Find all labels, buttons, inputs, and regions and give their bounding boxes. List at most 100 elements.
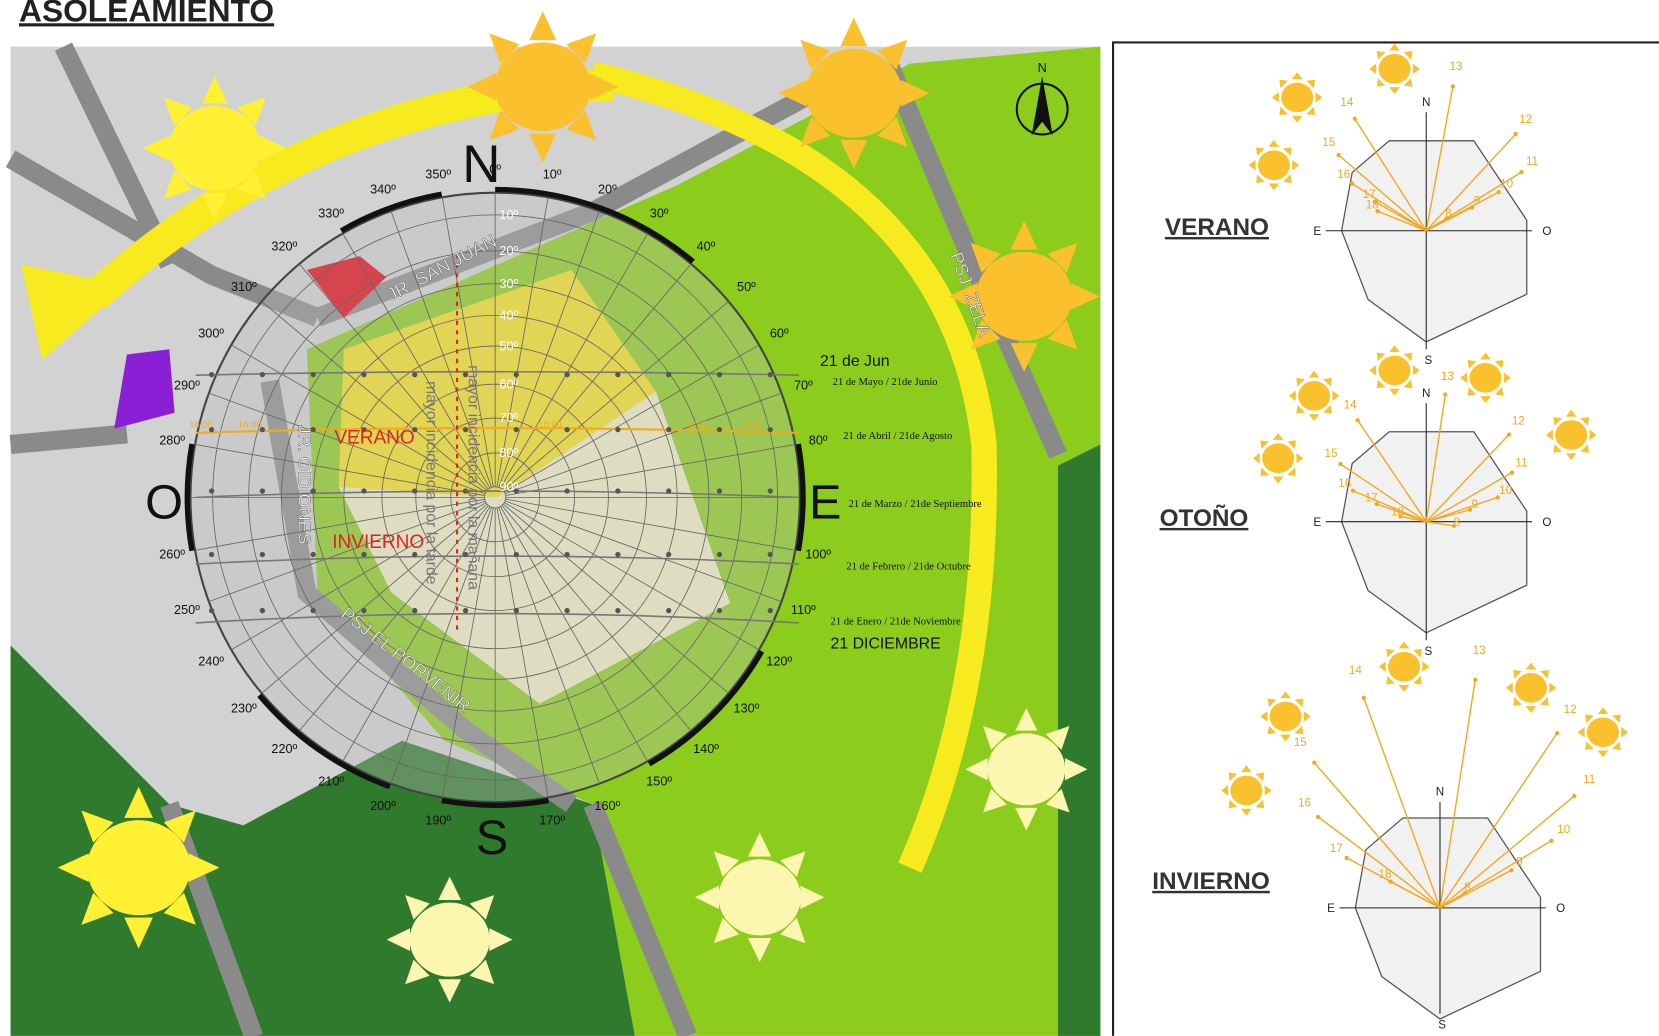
hour-label: 14 (1344, 398, 1357, 411)
azimuth-line (502, 301, 729, 491)
hour-label: 9 (1516, 856, 1522, 869)
sun-ray (438, 979, 462, 1003)
sun-ray (489, 33, 520, 64)
sun-arc (589, 61, 997, 873)
hour-dot (208, 427, 215, 433)
hour-dot (615, 488, 621, 494)
sun-ray (1540, 697, 1549, 706)
azimuth-line (504, 392, 782, 495)
sun-ray (1585, 741, 1594, 751)
azimuth-line (231, 502, 487, 651)
sun-ray (1580, 444, 1589, 453)
hour-dot (564, 427, 570, 433)
azimuth-label: 220º (271, 742, 297, 756)
sun-disc (1378, 54, 1411, 84)
sun-ray (1015, 708, 1038, 731)
azimuth-line (505, 444, 796, 496)
azimuth-line (500, 233, 648, 489)
sun-ray (1256, 147, 1265, 156)
building (114, 349, 175, 429)
azimuth-label: 290º (174, 378, 200, 392)
outer-arc (795, 443, 806, 552)
hour-dot (310, 488, 316, 494)
sun-ray-line (1390, 881, 1441, 909)
sun-ray (1248, 159, 1256, 171)
date-label: 21 de Febrero / 21de Octubre (846, 561, 971, 572)
ray-end (1444, 216, 1449, 221)
hour-dot (615, 607, 621, 614)
ray-end (1374, 501, 1379, 507)
sun-ray-line (1377, 210, 1427, 232)
ray-end (1572, 793, 1577, 799)
sun-ray (1294, 725, 1304, 735)
altitude-label: 50º (499, 339, 518, 353)
ray-end (1519, 170, 1524, 175)
sun-ray-line (1352, 490, 1427, 523)
sun-ray (1288, 390, 1296, 402)
hour-dot (361, 551, 367, 558)
sun-ray-line (1426, 509, 1471, 523)
hour-label: 8:00 (744, 420, 763, 431)
sun-ray (1315, 92, 1323, 103)
hour-label: 11 (1583, 773, 1595, 786)
sun-ray (840, 17, 868, 47)
outer-arc (495, 186, 695, 264)
azimuth-label: 130º (734, 701, 760, 715)
sun-ray-line (1439, 892, 1466, 909)
sun-ray (1413, 675, 1422, 685)
sun-path-line (195, 427, 799, 434)
sun-ray-line (1374, 201, 1427, 232)
azimuth-line (261, 301, 488, 491)
sun-ray (1264, 785, 1272, 796)
sun-ray (489, 110, 520, 141)
hour-dot (513, 607, 519, 614)
winter-zone (338, 391, 731, 704)
sun-ray (1306, 79, 1315, 89)
season-panel: INVIERNO N S E O 13 14 12 15 11 16 10 17 9 18 8 (1152, 641, 1629, 1032)
hour-dot (767, 551, 773, 558)
hour-label: 18 (1379, 868, 1392, 881)
outer-arc (184, 443, 195, 552)
hour-dot (259, 488, 266, 494)
hour-label: 16 (1298, 796, 1311, 809)
sun-disc (87, 820, 191, 916)
azimuth-line (504, 344, 760, 493)
azimuth-label: 10º (543, 168, 562, 182)
sun-ray (1621, 726, 1629, 738)
sun-ray (970, 242, 1001, 273)
hour-dot (666, 427, 672, 433)
site-outline (1354, 817, 1542, 1020)
sun-ray (1260, 467, 1269, 477)
road (5, 42, 321, 454)
sun-ray (1306, 106, 1315, 116)
sun-icon (1369, 345, 1420, 396)
ray-end (1398, 514, 1403, 519)
roads (5, 42, 1067, 1036)
sun-icon (1271, 72, 1323, 123)
sun-ray-line (1425, 394, 1446, 522)
sun-ray (1386, 648, 1395, 658)
sun-ray (1480, 352, 1491, 360)
hour-dot (615, 551, 621, 558)
sun-ray (1546, 429, 1553, 441)
ray-end (1375, 209, 1380, 214)
ray-end (1495, 495, 1500, 500)
date-label: 21 de Jun (820, 353, 890, 370)
note-label: mayor incidencia por la tarde (422, 381, 439, 585)
azimuth-line (502, 503, 729, 694)
sun-ray (1268, 183, 1280, 191)
sun-ray (1323, 405, 1332, 414)
ray-end (1443, 392, 1448, 397)
sun-ray (1580, 417, 1589, 426)
sun-disc (1257, 150, 1290, 180)
sun-ray (1279, 106, 1288, 116)
sun-ray (970, 319, 1001, 350)
hour-dot (462, 607, 469, 614)
hour-dot (462, 551, 469, 558)
hour-label: 16:00 (238, 420, 262, 431)
hour-label: 18 (1391, 505, 1404, 518)
sun-ray (1267, 725, 1277, 735)
azimuth-label: 300º (198, 327, 224, 341)
